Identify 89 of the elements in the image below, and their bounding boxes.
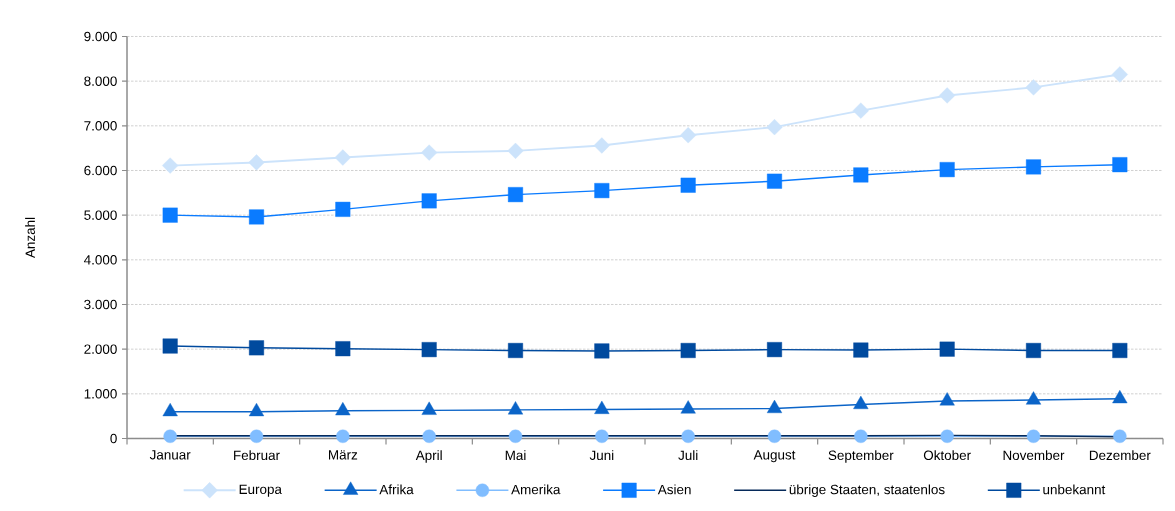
legend-label: Europa [239,484,282,497]
point [507,142,524,159]
point [248,154,265,171]
y-tick-label: 7.000 [84,121,117,131]
point [939,392,955,406]
point [422,429,436,443]
x-tick-label: November [1003,450,1065,461]
point [595,429,609,443]
point [334,149,351,166]
point [1025,79,1042,96]
legend-label: übrige Staaten, staatenlos [789,484,945,497]
point [766,399,783,414]
point [853,342,869,358]
x-tick-label: April [415,450,442,463]
point [681,429,695,443]
point [1112,342,1128,358]
point [162,207,178,223]
point [594,343,610,359]
x-tick-label: Juni [589,450,614,461]
point [593,137,610,154]
point [680,177,696,193]
point [162,157,179,174]
legend-label: unbekannt [1043,484,1106,495]
x-tick-label: Februar [234,450,280,461]
point [421,193,437,209]
legend-label: Afrika [379,484,414,495]
point [507,401,524,415]
point [1025,391,1042,405]
y-tick-label: 6.000 [84,165,117,176]
x-tick-label: Oktober [923,450,971,461]
x-tick-label: Mai [505,450,526,461]
point [1111,66,1128,83]
point [767,429,782,443]
point [594,183,610,199]
point [248,402,265,417]
x-tick-label: Juli [678,450,698,461]
point [1113,429,1127,443]
x-tick-label: März [329,450,358,460]
point [162,402,178,417]
point [162,338,178,354]
point [854,429,868,443]
point [939,341,955,357]
y-tick-label: 2.000 [84,344,117,354]
point [767,173,782,189]
point [680,127,697,144]
point [163,429,177,443]
point [508,429,523,443]
point [852,102,869,119]
point [1026,342,1041,358]
y-axis-title: Anzahl [25,217,35,259]
y-tick-label: 1.000 [84,389,117,399]
point [767,342,782,358]
point [336,429,350,443]
point [766,119,783,136]
point [508,342,524,358]
point [594,400,610,414]
point [1112,390,1128,404]
point [940,429,954,443]
legend-label: Amerika [511,484,561,495]
y-tick-label: 9.000 [84,31,117,42]
point [680,342,696,358]
legend-label: Asien [657,484,691,495]
point [249,429,264,443]
x-tick-label: August [753,450,796,463]
point [421,342,437,358]
point [939,162,955,178]
y-tick-label: 0 [110,433,117,444]
point [1026,429,1041,443]
point [249,209,265,225]
point [335,402,351,416]
point [508,187,524,203]
y-tick-label: 3.000 [84,299,117,310]
point [853,167,869,183]
point [680,400,696,414]
point [335,201,351,217]
x-tick-label: Januar [149,450,191,460]
x-tick-label: September [828,450,894,463]
point [421,144,438,161]
point [1026,159,1041,175]
x-tick-label: Dezember [1089,450,1151,461]
point [1112,157,1128,173]
point [853,395,869,409]
y-tick-label: 8.000 [84,76,117,86]
point [421,401,437,415]
y-tick-label: 5.000 [84,210,117,220]
point [335,341,351,357]
point [249,340,265,356]
point [939,87,956,104]
y-tick-label: 4.000 [83,255,117,265]
